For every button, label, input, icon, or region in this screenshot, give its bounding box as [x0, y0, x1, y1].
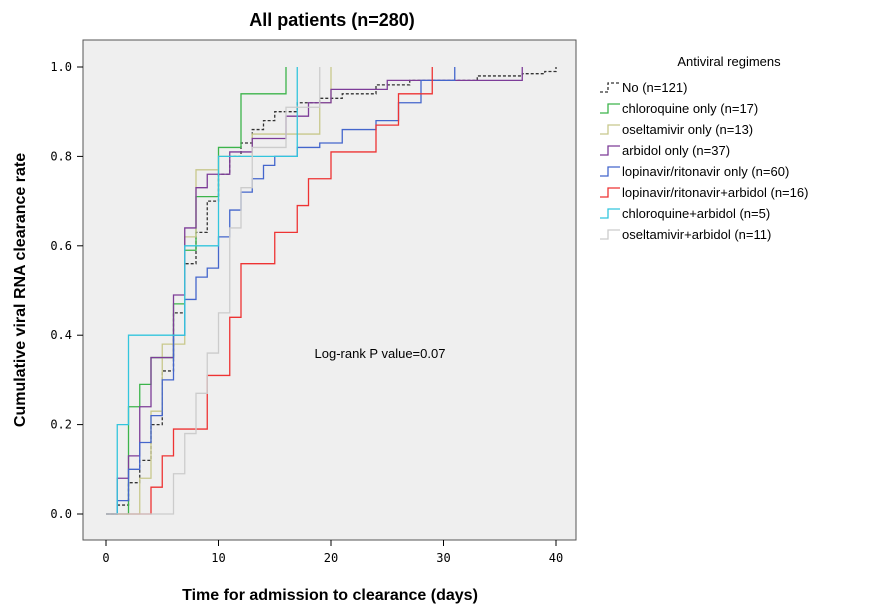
legend-symbol — [600, 208, 620, 219]
legend-item-label: arbidol only (n=37) — [622, 143, 730, 158]
legend-item-label: lopinavir/ritonavir only (n=60) — [622, 164, 789, 179]
y-tick-label: 0.4 — [50, 328, 72, 342]
legend-item-label: lopinavir/ritonavir+arbidol (n=16) — [622, 185, 808, 200]
series-line-2 — [106, 67, 332, 515]
plot-area — [82, 39, 577, 541]
legend-symbol — [600, 145, 620, 156]
x-tick-label: 40 — [549, 551, 563, 565]
legend-symbol — [600, 124, 620, 135]
legend-symbol — [600, 103, 620, 114]
axes: 0 10 20 30 40 0.0 0.2 0.4 0.6 0.8 1.0 — [50, 60, 563, 565]
legend-symbol — [600, 82, 620, 93]
x-axis-label: Time for admission to clearance (days) — [182, 587, 478, 604]
x-tick-label: 30 — [436, 551, 450, 565]
y-tick-label: 0.6 — [50, 239, 72, 253]
legend-item-label: No (n=121) — [622, 80, 687, 95]
legend-symbol — [600, 187, 620, 198]
series-line-6 — [106, 67, 298, 515]
legend-symbol — [600, 166, 620, 177]
legend-item-label: oseltamivir+arbidol (n=11) — [622, 227, 771, 242]
logrank-annotation: Log-rank P value=0.07 — [315, 346, 446, 361]
y-axis-label: Cumulative viral RNA clearance rate — [12, 153, 29, 427]
legend-item-label: chloroquine+arbidol (n=5) — [622, 206, 770, 221]
legend-symbol — [600, 229, 620, 240]
chart-title: All patients (n=280) — [249, 10, 415, 30]
x-tick-label: 20 — [324, 551, 338, 565]
legend-title: Antiviral regimens — [677, 54, 781, 69]
y-tick-label: 1.0 — [50, 60, 72, 74]
series-line-4 — [106, 67, 456, 515]
series-lines — [106, 67, 557, 515]
legend: No (n=121) chloroquine only (n=17) oseltam… — [600, 80, 808, 242]
legend-item-label: chloroquine only (n=17) — [622, 101, 758, 116]
y-tick-label: 0.8 — [50, 149, 72, 163]
x-tick-label: 0 — [102, 551, 109, 565]
series-line-5 — [106, 67, 433, 515]
y-tick-label: 0.2 — [50, 418, 72, 432]
legend-item-label: oseltamivir only (n=13) — [622, 122, 753, 137]
series-line-7 — [106, 67, 321, 515]
x-tick-label: 10 — [211, 551, 225, 565]
y-tick-label: 0.0 — [50, 507, 72, 521]
